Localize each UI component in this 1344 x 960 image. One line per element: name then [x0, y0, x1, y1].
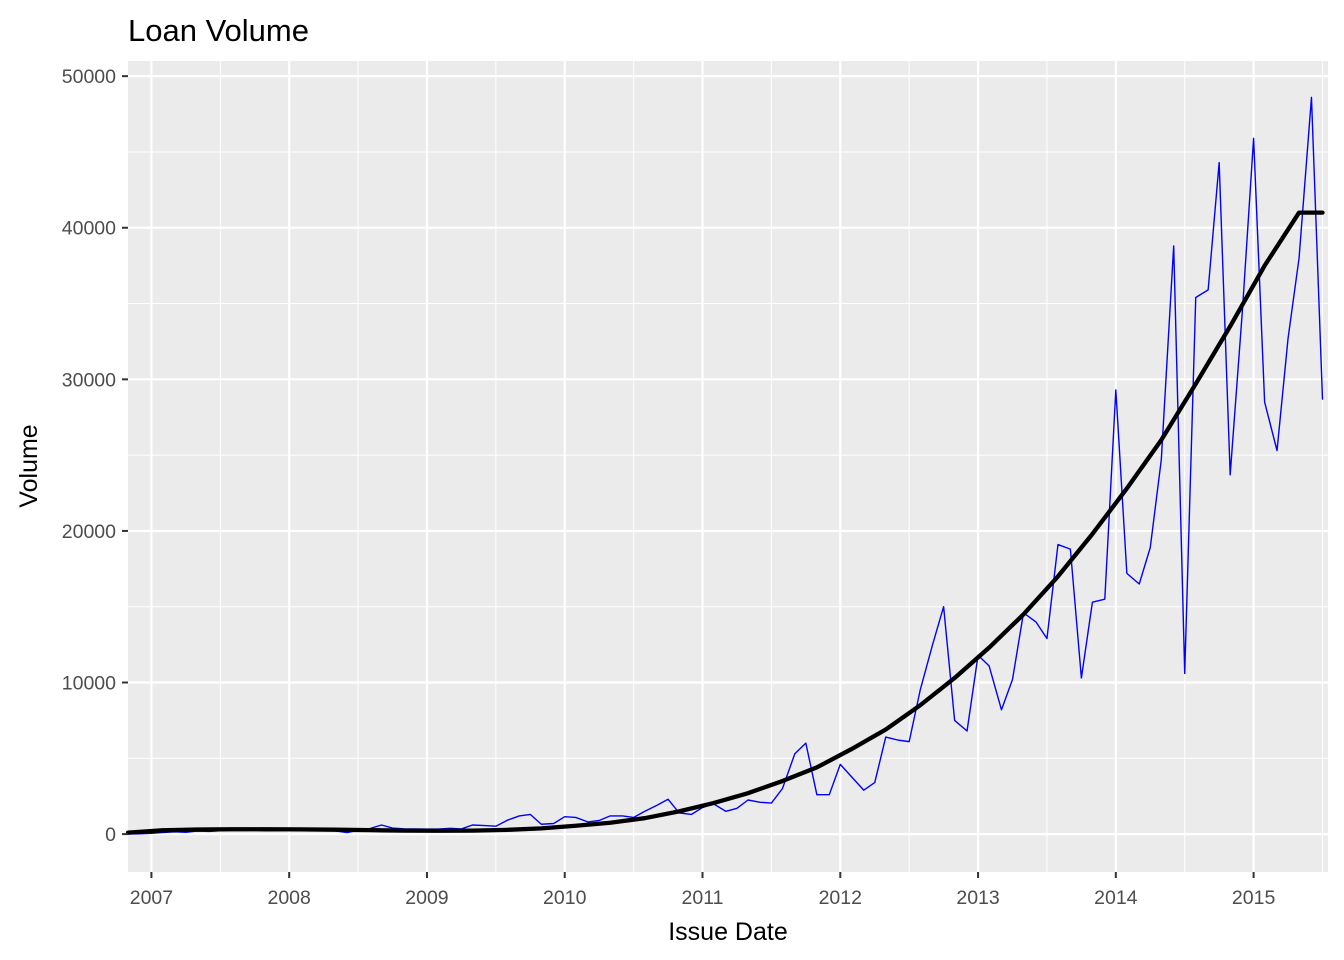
x-axis-ticks: 2007 2008 2009 2010 2011 2012 2013 2014 2015 — [130, 872, 1276, 909]
x-tick-label: 2013 — [956, 887, 999, 909]
x-tick-label: 2009 — [405, 887, 448, 909]
y-axis-title: Volume — [15, 424, 43, 507]
y-tick-label: 0 — [105, 824, 116, 846]
major-gridlines — [128, 61, 1328, 872]
x-tick-label: 2010 — [543, 887, 587, 909]
y-tick-label: 50000 — [62, 66, 116, 88]
x-tick-label: 2015 — [1232, 887, 1276, 909]
plot-panel — [128, 61, 1328, 872]
chart-title: Loan Volume — [128, 13, 309, 48]
x-tick-label: 2014 — [1094, 887, 1138, 909]
x-tick-label: 2007 — [130, 887, 173, 909]
minor-gridlines — [128, 61, 1328, 872]
x-axis-title: Issue Date — [668, 918, 788, 946]
smooth-trend-line — [125, 210, 1325, 835]
y-tick-label: 10000 — [62, 673, 116, 695]
y-tick-label: 30000 — [62, 369, 116, 391]
series-layer — [125, 96, 1325, 835]
x-tick-label: 2008 — [267, 887, 310, 909]
y-tick-label: 20000 — [62, 521, 116, 543]
y-tick-label: 40000 — [62, 218, 116, 240]
x-tick-label: 2011 — [682, 887, 724, 909]
x-tick-label: 2012 — [819, 887, 862, 909]
y-axis-ticks: 0 10000 20000 30000 40000 50000 — [62, 66, 128, 846]
